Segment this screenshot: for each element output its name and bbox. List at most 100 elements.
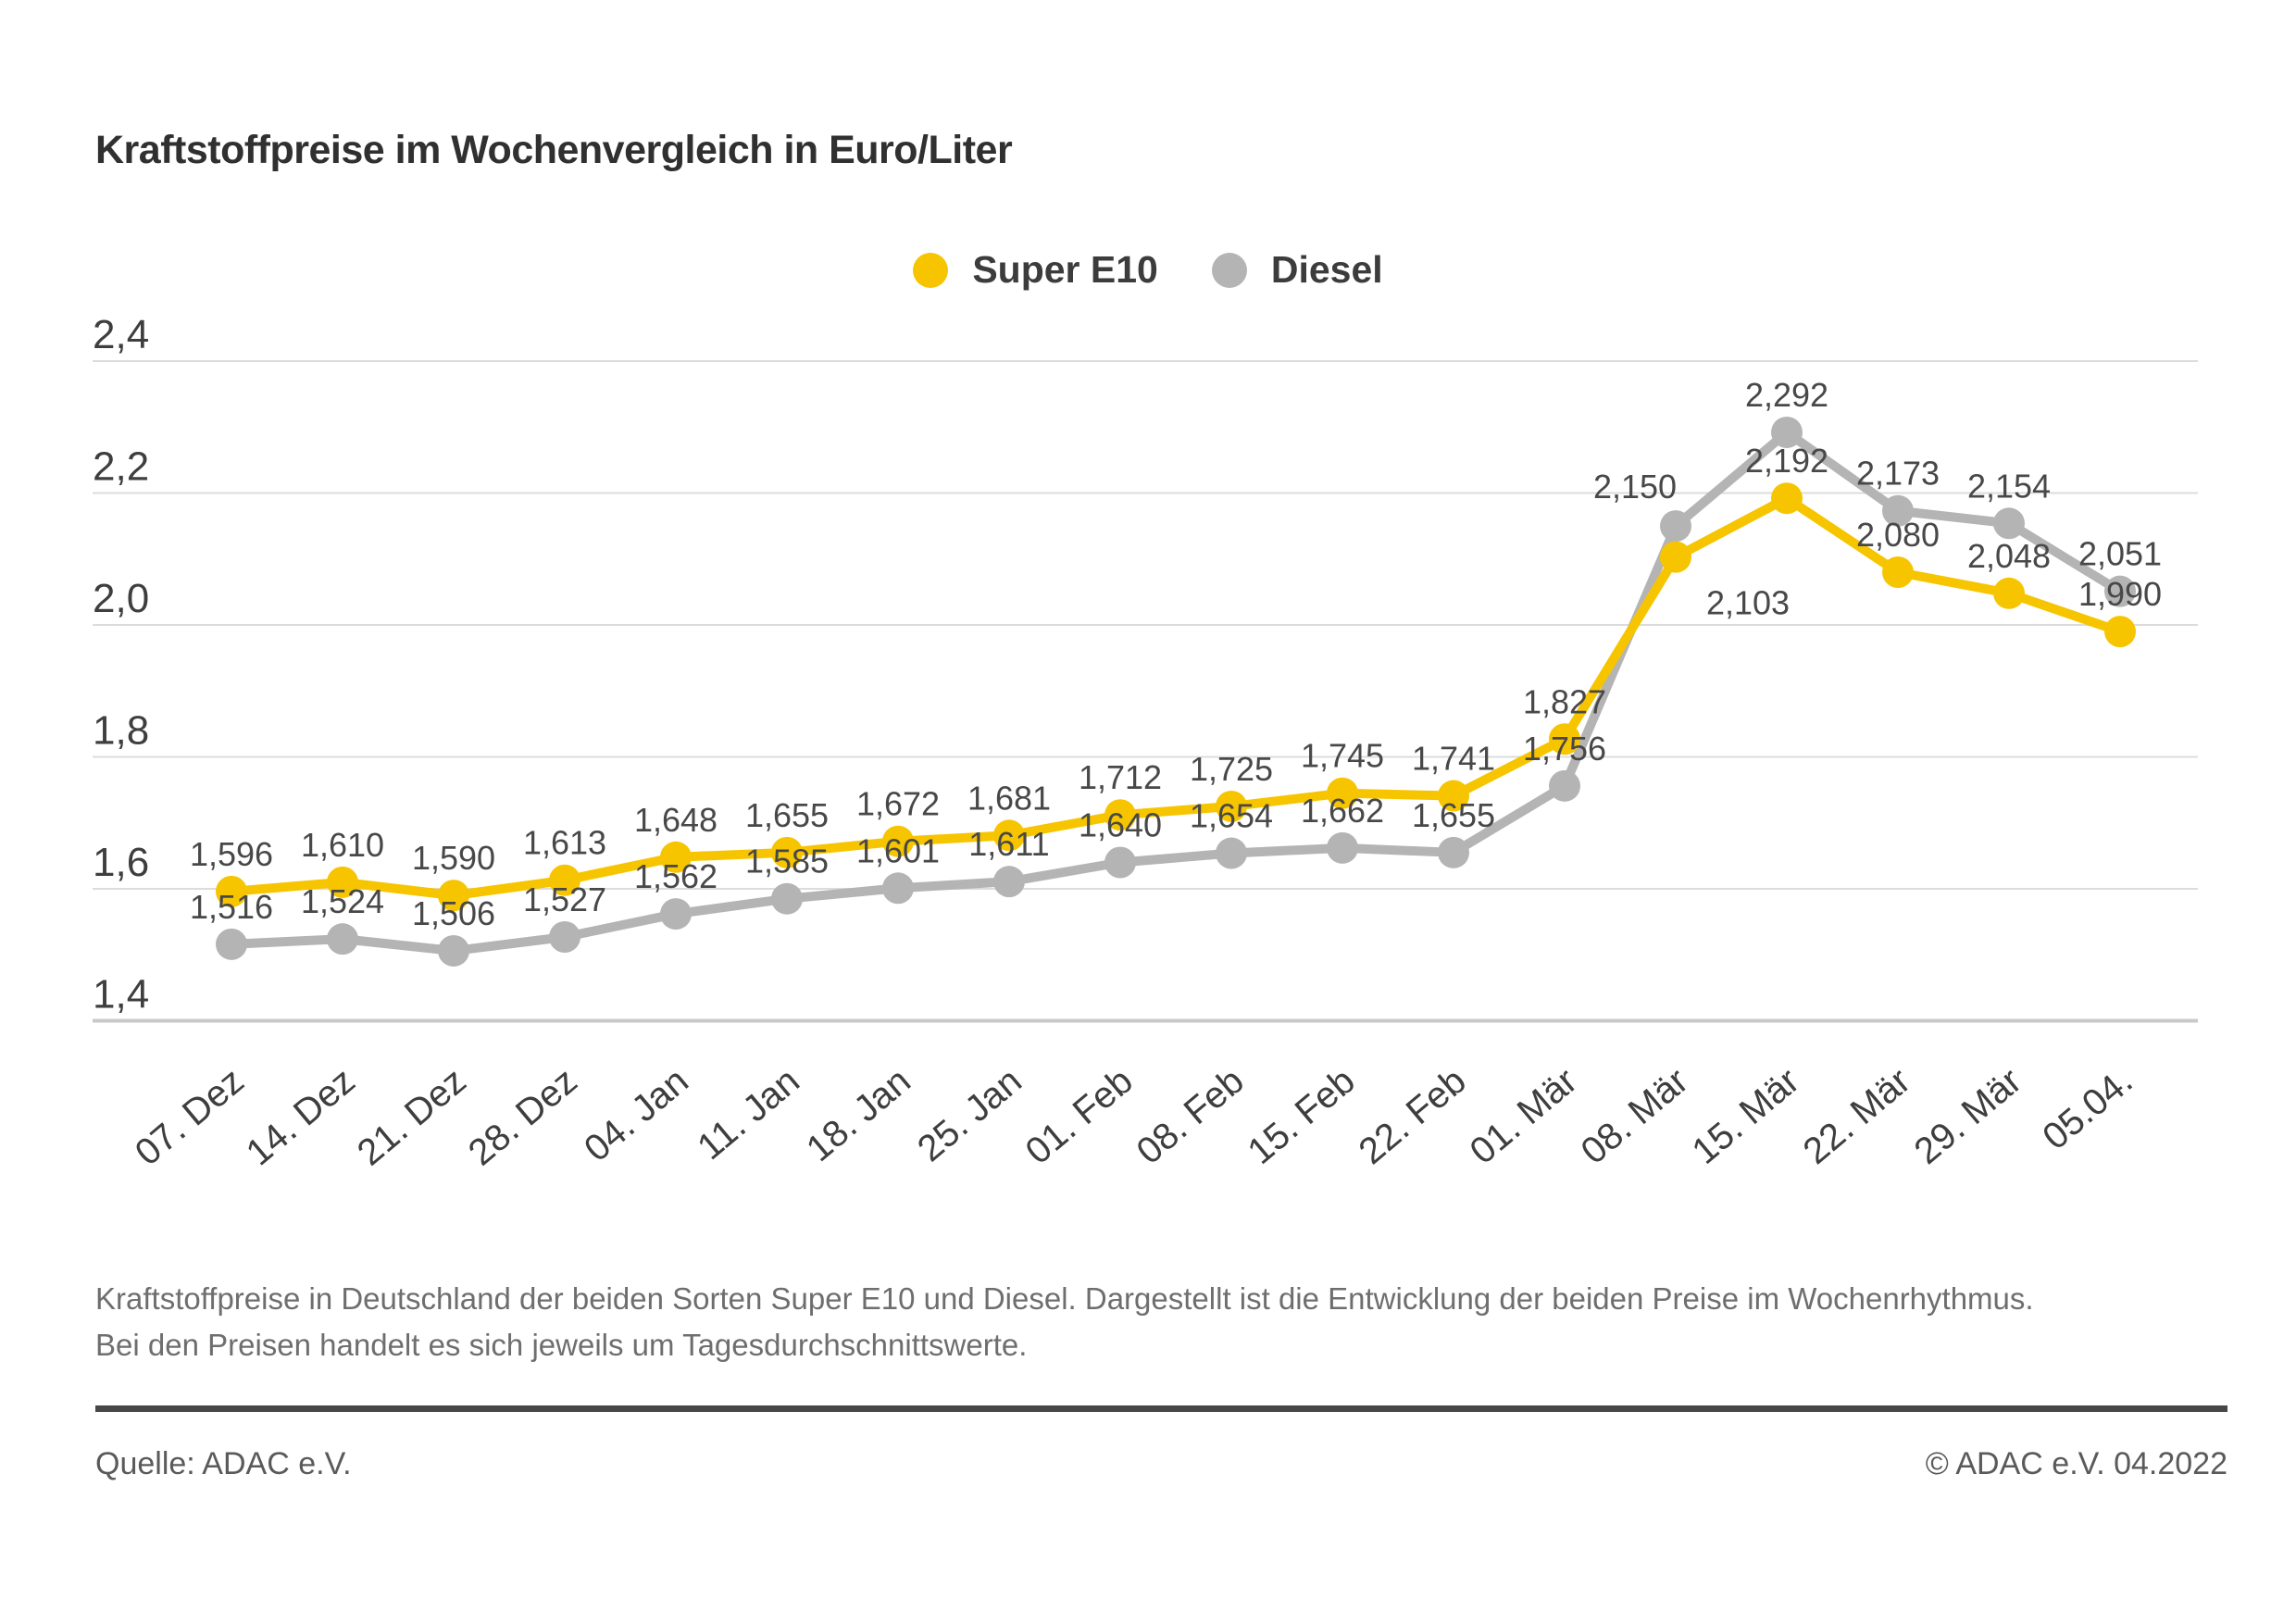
- data-point-super-e10: [993, 819, 1025, 852]
- x-tick-label: 22. Feb: [1352, 1060, 1474, 1172]
- x-tick-label: 15. Feb: [1241, 1060, 1363, 1172]
- data-label-super-e10: 1,990: [2078, 575, 2162, 613]
- data-label-super-e10: 2,103: [1706, 584, 1790, 622]
- legend-label-diesel: Diesel: [1270, 248, 1383, 291]
- data-point-super-e10: [216, 875, 247, 907]
- data-point-diesel: [2104, 575, 2136, 607]
- data-label-diesel: 1,601: [856, 831, 940, 869]
- data-point-diesel: [438, 934, 469, 967]
- x-tick-label: 15. Mär: [1685, 1060, 1807, 1172]
- x-tick-label: 08. Mär: [1574, 1060, 1696, 1172]
- legend-dot-diesel-icon: [1211, 252, 1247, 288]
- data-label-diesel: 1,562: [634, 857, 718, 895]
- data-point-super-e10: [771, 836, 803, 868]
- source-text: Quelle: ADAC e.V.: [95, 1446, 352, 1481]
- data-point-diesel: [1216, 837, 1247, 869]
- footer-row: Quelle: ADAC e.V. © ADAC e.V. 04.2022: [95, 1446, 2227, 1482]
- x-tick-label: 11. Jan: [690, 1060, 807, 1168]
- data-point-super-e10: [660, 841, 692, 873]
- data-point-super-e10: [1327, 777, 1358, 809]
- data-label-diesel: 1,640: [1079, 806, 1162, 844]
- data-point-super-e10: [1549, 723, 1580, 756]
- data-point-diesel: [771, 882, 803, 915]
- data-label-super-e10: 1,672: [856, 785, 940, 823]
- x-tick-label: 14. Dez: [239, 1060, 363, 1173]
- x-tick-label: 28. Dez: [461, 1060, 585, 1173]
- footer-divider: [95, 1405, 2227, 1412]
- data-label-diesel: 1,662: [1301, 792, 1384, 830]
- data-label-diesel: 2,154: [1967, 467, 2051, 505]
- data-label-diesel: 1,655: [1412, 796, 1495, 834]
- chart-description: Kraftstoffpreise in Deutschland der beid…: [95, 1281, 2034, 1362]
- data-point-diesel: [216, 928, 247, 960]
- data-point-diesel: [1771, 416, 1803, 448]
- series-line-super-e10: [227, 493, 2125, 901]
- x-tick-label: 22. Mär: [1796, 1060, 1918, 1172]
- data-label-super-e10: 1,725: [1190, 750, 1273, 788]
- data-label-super-e10: 1,596: [190, 835, 273, 873]
- x-tick-label: 07. Dez: [128, 1060, 252, 1173]
- data-point-super-e10: [438, 880, 469, 912]
- data-label-super-e10: 1,590: [412, 839, 495, 877]
- data-point-super-e10: [882, 825, 914, 857]
- data-label-super-e10: 1,827: [1523, 682, 1606, 720]
- data-label-diesel: 1,654: [1190, 797, 1273, 835]
- y-tick-label: 1,4: [93, 972, 149, 1018]
- data-point-diesel: [1327, 831, 1358, 864]
- data-label-super-e10: 1,741: [1412, 740, 1495, 778]
- x-tick-label: 08. Feb: [1129, 1060, 1252, 1172]
- data-point-diesel: [1438, 836, 1469, 868]
- data-point-super-e10: [1993, 577, 2025, 609]
- data-label-super-e10: 1,655: [745, 796, 829, 834]
- data-label-diesel: 2,150: [1593, 468, 1677, 506]
- x-tick-label: 25. Jan: [910, 1060, 1029, 1169]
- data-label-super-e10: 1,648: [634, 801, 718, 839]
- data-point-diesel: [327, 923, 358, 955]
- x-tick-label: 04. Jan: [577, 1060, 696, 1169]
- data-label-super-e10: 2,080: [1856, 516, 1940, 554]
- chart-legend: Super E10 Diesel: [0, 248, 2296, 292]
- data-point-super-e10: [327, 866, 358, 898]
- data-point-diesel: [549, 921, 580, 954]
- data-point-diesel: [993, 866, 1025, 898]
- data-label-diesel: 1,527: [523, 880, 606, 918]
- data-label-diesel: 1,611: [968, 825, 1049, 863]
- data-label-diesel: 2,051: [2078, 535, 2162, 573]
- data-label-super-e10: 1,613: [523, 824, 606, 862]
- data-point-diesel: [1660, 510, 1691, 543]
- copyright-text: © ADAC e.V. 04.2022: [1925, 1446, 2227, 1481]
- x-tick-label: 01. Feb: [1018, 1060, 1141, 1172]
- data-point-diesel: [1549, 769, 1580, 802]
- data-point-super-e10: [1438, 780, 1469, 812]
- data-point-super-e10: [1771, 482, 1803, 515]
- y-tick-label: 2,0: [93, 576, 149, 621]
- data-label-super-e10: 1,745: [1301, 737, 1384, 775]
- data-point-diesel: [1882, 494, 1914, 527]
- data-point-diesel: [660, 898, 692, 930]
- legend-label-super-e10: Super E10: [972, 248, 1158, 291]
- data-point-super-e10: [1104, 799, 1136, 831]
- data-label-diesel: 2,173: [1856, 455, 1940, 493]
- page-title: Kraftstoffpreise im Wochenvergleich in E…: [95, 128, 1013, 172]
- data-label-diesel: 1,524: [301, 882, 384, 920]
- y-tick-label: 2,4: [93, 312, 149, 357]
- y-tick-label: 1,6: [93, 840, 149, 885]
- data-point-super-e10: [549, 864, 580, 896]
- data-label-diesel: 2,292: [1745, 376, 1828, 414]
- data-label-super-e10: 1,681: [967, 779, 1051, 817]
- legend-item-super-e10: Super E10: [913, 248, 1158, 292]
- data-point-super-e10: [2104, 616, 2136, 648]
- data-label-super-e10: 1,610: [301, 826, 384, 864]
- data-label-diesel: 1,756: [1523, 730, 1606, 768]
- data-point-super-e10: [1216, 790, 1247, 822]
- x-tick-label: 18. Jan: [799, 1060, 918, 1169]
- x-tick-label: 29. Mär: [1907, 1060, 2029, 1172]
- x-tick-label: 05.04.: [2035, 1060, 2140, 1157]
- y-tick-label: 2,2: [93, 444, 149, 490]
- data-point-diesel: [1993, 507, 2025, 540]
- data-point-diesel: [1104, 846, 1136, 879]
- data-label-diesel: 1,506: [412, 894, 495, 932]
- legend-item-diesel: Diesel: [1211, 248, 1383, 292]
